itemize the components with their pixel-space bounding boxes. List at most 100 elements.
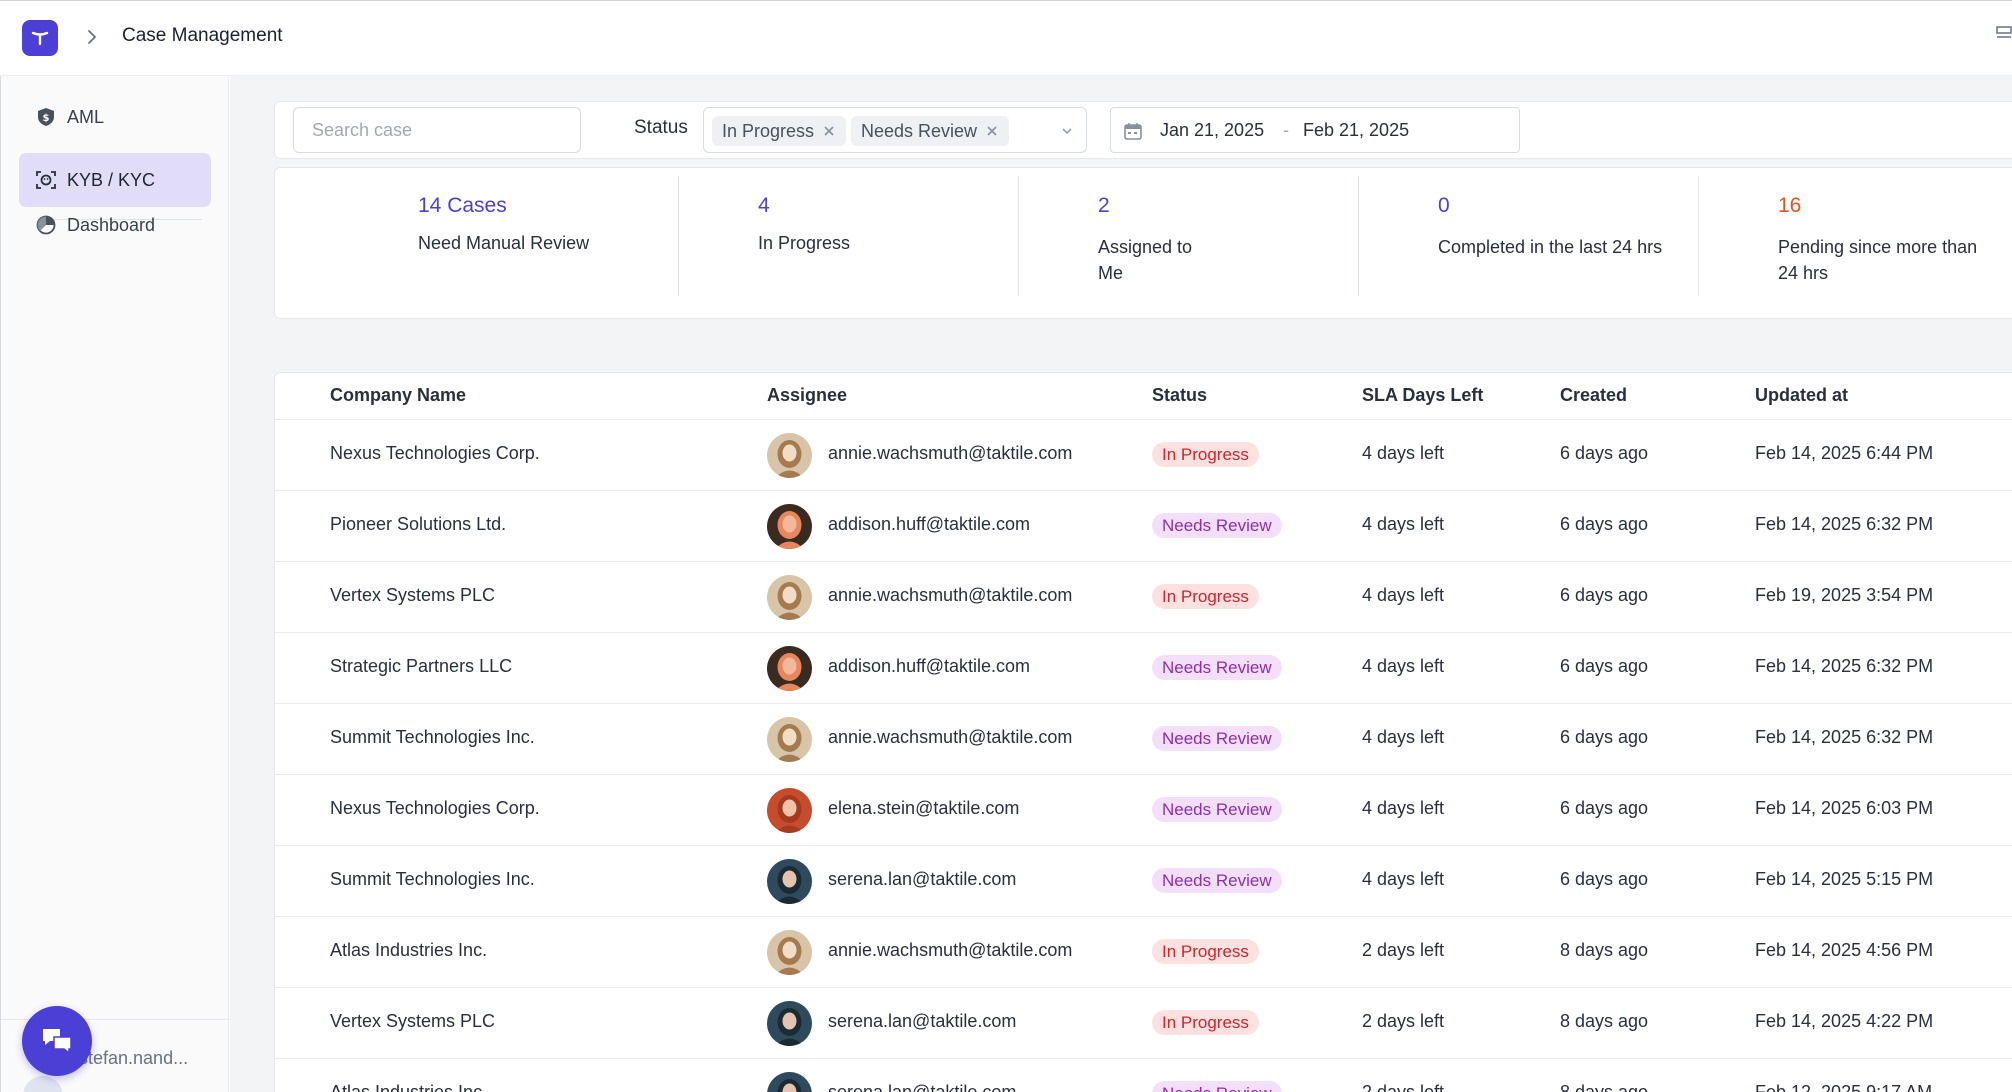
status-badge: In Progress [1152, 939, 1259, 964]
stat-label: In Progress [758, 233, 851, 253]
company-name: Nexus Technologies Corp. [330, 798, 540, 818]
company-name: Nexus Technologies Corp. [330, 443, 540, 463]
status-filter-select[interactable]: In Progress Needs Review [703, 107, 1087, 153]
stat-label: Completed in the last 24 hrs [1438, 237, 1663, 257]
updated-at: Feb 14, 2025 4:56 PM [1755, 940, 1934, 960]
assignee-avatar [767, 433, 812, 478]
assignee-avatar [767, 859, 812, 904]
sidebar: $ AML KYB / KYC Dashboard stefan.nand... [0, 76, 230, 1092]
company-name: Summit Technologies Inc. [330, 727, 535, 747]
status-badge: In Progress [1152, 442, 1259, 467]
created-at: 8 days ago [1560, 1082, 1649, 1092]
chat-icon [43, 1029, 72, 1055]
assignee-email: annie.wachsmuth@taktile.com [828, 585, 1073, 605]
date-range-picker[interactable]: Jan 21, 2025 - Feb 21, 2025 [1110, 107, 1520, 153]
updated-at: Feb 12, 2025 9:17 AM [1755, 1082, 1933, 1092]
table-row[interactable]: Pioneer Solutions Ltd. addison.huff@takti… [275, 491, 2012, 562]
created-at: 6 days ago [1560, 727, 1649, 747]
assignee-email: elena.stein@taktile.com [828, 798, 1020, 818]
company-name: Vertex Systems PLC [330, 585, 496, 605]
close-icon[interactable] [985, 124, 999, 138]
assignee-avatar [767, 930, 812, 975]
close-icon[interactable] [822, 124, 836, 138]
sla-days-left: 4 days left [1362, 869, 1445, 889]
updated-at: Feb 14, 2025 6:44 PM [1755, 443, 1934, 463]
sla-days-left: 4 days left [1362, 798, 1445, 818]
assignee-email: addison.huff@taktile.com [828, 656, 1031, 676]
sidebar-item-dashboard[interactable]: Dashboard [19, 198, 211, 252]
sla-days-left: 2 days left [1362, 1011, 1445, 1031]
status-badge: Needs Review [1152, 868, 1282, 893]
stat-value: 14 Cases [418, 194, 507, 217]
column-header-updated[interactable]: Updated at [1755, 385, 1849, 405]
user-name[interactable]: stefan.nand... [79, 1048, 189, 1068]
stat-manual-review[interactable]: 14 Cases Need Manual Review [418, 168, 668, 318]
sla-days-left: 4 days left [1362, 585, 1445, 605]
stat-value: 2 [1098, 194, 1110, 217]
created-at: 6 days ago [1560, 514, 1649, 534]
updated-at: Feb 14, 2025 4:22 PM [1755, 1011, 1934, 1031]
created-at: 8 days ago [1560, 1011, 1649, 1031]
table-row[interactable]: Summit Technologies Inc. annie.wachsmuth@… [275, 704, 2012, 775]
logo-icon [31, 31, 49, 46]
created-at: 6 days ago [1560, 656, 1649, 676]
sidebar-item-label: KYB / KYC [67, 169, 156, 190]
updated-at: Feb 14, 2025 6:32 PM [1755, 727, 1934, 747]
stat-assigned-to-me[interactable]: 2 Assigned to Me [1098, 168, 1218, 318]
status-chip-needs-review[interactable]: Needs Review [851, 116, 1010, 146]
table-row[interactable]: Atlas Industries Inc. serena.lan@taktile.… [275, 1059, 2012, 1092]
status-badge: Needs Review [1152, 726, 1282, 751]
assignee-email: annie.wachsmuth@taktile.com [828, 443, 1073, 463]
company-name: Pioneer Solutions Ltd. [330, 514, 507, 534]
sla-days-left: 2 days left [1362, 940, 1445, 960]
table-row[interactable]: Summit Technologies Inc. serena.lan@takti… [275, 846, 2012, 917]
assignee-avatar [767, 1001, 812, 1046]
stat-value: 0 [1438, 194, 1450, 217]
column-header-created[interactable]: Created [1560, 385, 1628, 405]
assignee-email: annie.wachsmuth@taktile.com [828, 940, 1073, 960]
updated-at: Feb 14, 2025 6:32 PM [1755, 514, 1934, 534]
stat-label: Pending since more than 24 hrs [1778, 237, 1978, 283]
layout-icon[interactable] [1996, 25, 2012, 43]
table-row[interactable]: Atlas Industries Inc. annie.wachsmuth@tak… [275, 917, 2012, 988]
app-logo[interactable] [22, 20, 58, 56]
created-at: 6 days ago [1560, 869, 1649, 889]
stat-divider [1358, 176, 1359, 296]
updated-at: Feb 14, 2025 5:15 PM [1755, 869, 1934, 889]
assignee-avatar [767, 1072, 812, 1092]
sidebar-item-kyb-kyc[interactable]: KYB / KYC [19, 153, 211, 207]
face-scan-icon [36, 171, 56, 189]
table-row[interactable]: Vertex Systems PLC serena.lan@taktile.com… [275, 988, 2012, 1059]
sla-days-left: 2 days left [1362, 1082, 1445, 1092]
status-badge: In Progress [1152, 584, 1259, 609]
column-header-company[interactable]: Company Name [330, 385, 467, 405]
chevron-down-icon[interactable] [1060, 124, 1074, 138]
status-badge: Needs Review [1152, 797, 1282, 822]
table-row[interactable]: Nexus Technologies Corp. elena.stein@takt… [275, 775, 2012, 846]
assignee-email: serena.lan@taktile.com [828, 869, 1017, 889]
company-name: Summit Technologies Inc. [330, 869, 535, 889]
sla-days-left: 4 days left [1362, 443, 1445, 463]
stat-in-progress[interactable]: 4 In Progress [758, 168, 958, 318]
table-row[interactable]: Nexus Technologies Corp. annie.wachsmuth@… [275, 420, 2012, 491]
sla-days-left: 4 days left [1362, 514, 1445, 534]
status-badge: Needs Review [1152, 513, 1282, 538]
stat-pending-24h[interactable]: 16 Pending since more than 24 hrs [1778, 168, 1978, 318]
sidebar-item-aml[interactable]: $ AML [19, 90, 211, 144]
column-header-assignee[interactable]: Assignee [767, 385, 848, 405]
stat-completed-24h[interactable]: 0 Completed in the last 24 hrs [1438, 168, 1668, 318]
user-avatar [23, 1076, 63, 1092]
table-header: Company Name Assignee Status SLA Days Le… [275, 373, 2012, 420]
column-header-sla[interactable]: SLA Days Left [1362, 385, 1484, 405]
search-input[interactable] [293, 107, 581, 153]
table-row[interactable]: Vertex Systems PLC annie.wachsmuth@taktil… [275, 562, 2012, 633]
date-from: Jan 21, 2025 [1160, 120, 1265, 140]
pie-chart-icon [36, 215, 56, 235]
assignee-avatar [767, 788, 812, 833]
status-chip-in-progress[interactable]: In Progress [712, 116, 847, 146]
column-header-status[interactable]: Status [1152, 385, 1208, 405]
table-row[interactable]: Strategic Partners LLC addison.huff@takti… [275, 633, 2012, 704]
status-badge: Needs Review [1152, 655, 1282, 680]
chat-support-button[interactable] [22, 1006, 92, 1076]
stat-label: Assigned to Me [1098, 237, 1193, 283]
